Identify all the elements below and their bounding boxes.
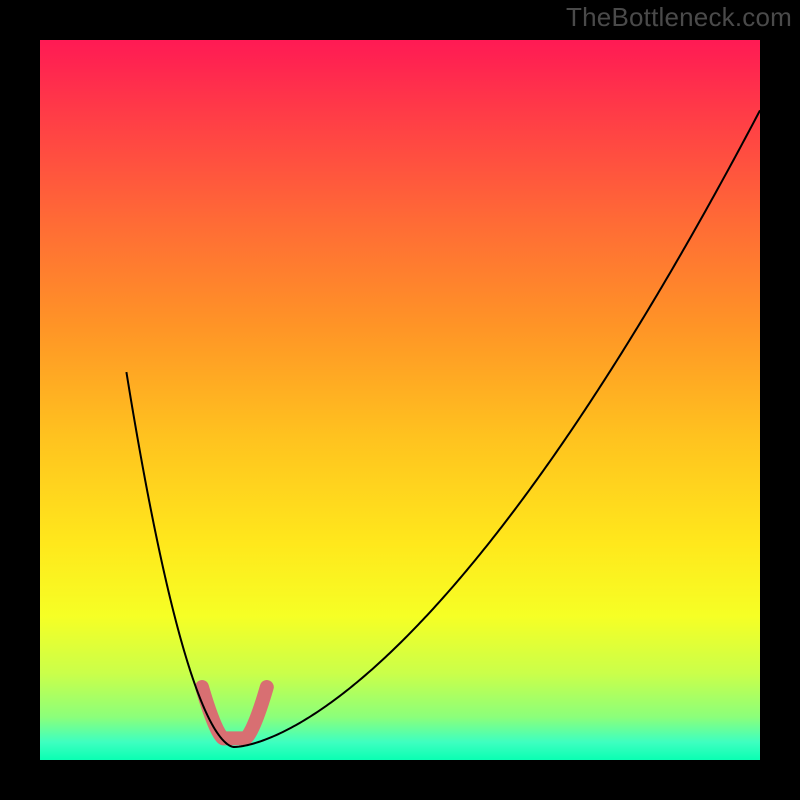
u-highlight-path	[202, 687, 267, 738]
plot-area	[40, 40, 760, 760]
figure-root: TheBottleneck.com	[0, 0, 800, 800]
bottleneck-curve	[126, 110, 760, 747]
curve-layer	[40, 40, 760, 760]
watermark-text: TheBottleneck.com	[566, 2, 792, 33]
